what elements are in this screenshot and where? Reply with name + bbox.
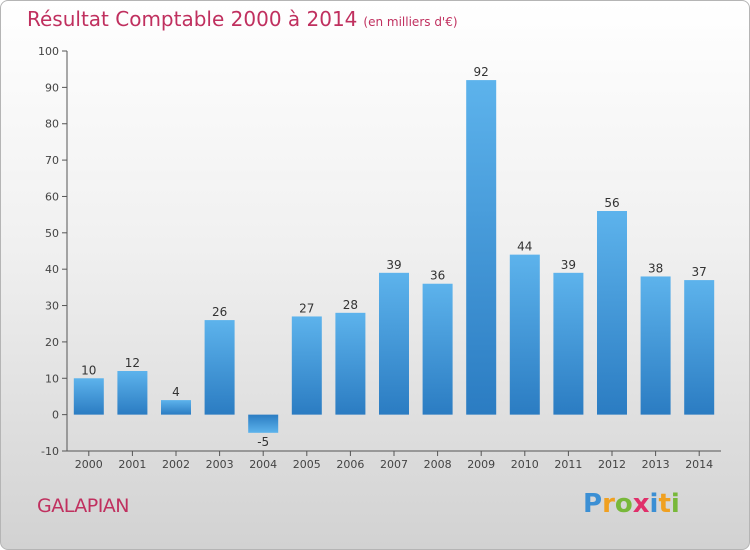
chart-subtitle: (en milliers d'€) (363, 15, 458, 29)
bar-2005 (291, 316, 322, 415)
logo-letter: t (658, 489, 671, 519)
x-tick-label: 2006 (336, 458, 364, 471)
bar-2008 (422, 283, 453, 415)
y-tick-label: 70 (45, 154, 59, 167)
x-tick-label: 2007 (380, 458, 408, 471)
bar-2000 (73, 378, 104, 415)
value-label-2013: 38 (648, 261, 663, 275)
x-tick-label: 2010 (511, 458, 539, 471)
value-label-2009: 92 (474, 65, 489, 79)
bar-2009 (466, 80, 497, 415)
x-tick-label: 2009 (467, 458, 495, 471)
x-tick-label: 2003 (206, 458, 234, 471)
logo-letter: o (614, 489, 633, 519)
value-labels: 10 12 4 26 -5 27 28 39 36 92 44 39 56 38 37 (81, 65, 707, 449)
x-tick-label: 2004 (249, 458, 277, 471)
logo-letter: x (632, 489, 650, 519)
y-tick-label: -10 (41, 445, 59, 458)
bar-2013 (640, 276, 671, 415)
bar-2010 (509, 254, 540, 415)
x-tick-label: 2012 (598, 458, 626, 471)
y-tick-label: 100 (38, 45, 59, 58)
x-tick-label: 2014 (685, 458, 713, 471)
y-tick-label: 10 (45, 372, 59, 385)
y-tick-label: 60 (45, 190, 59, 203)
y-tick-label: 30 (45, 300, 59, 313)
bar-2012 (597, 211, 627, 415)
bar-2011 (553, 272, 584, 415)
x-tick-label: 2001 (118, 458, 146, 471)
value-label-2002: 4 (172, 385, 180, 399)
proxiti-logo: Proxiti (583, 489, 680, 519)
value-label-2012: 56 (604, 196, 619, 210)
bar-2007 (379, 272, 409, 415)
x-tick-label: 2013 (642, 458, 670, 471)
logo-letter: i (649, 489, 659, 519)
chart-title: Résultat Comptable 2000 à 2014 (en millie… (27, 7, 458, 31)
bar-2004 (248, 414, 279, 433)
x-tick-label: 2002 (162, 458, 190, 471)
x-tick-label: 2005 (293, 458, 321, 471)
y-tick-label: 0 (52, 409, 59, 422)
value-label-2006: 28 (343, 298, 358, 312)
y-tick-label: 50 (45, 227, 59, 240)
value-label-2000: 10 (81, 363, 96, 377)
value-label-2007: 39 (386, 258, 401, 272)
value-label-2004: -5 (257, 435, 269, 449)
value-label-2005: 27 (299, 301, 314, 315)
y-tick-label: 40 (45, 263, 59, 276)
y-tick-label: 80 (45, 118, 59, 131)
axes: -10 0 10 20 30 40 50 60 70 80 90 100 2000 2001 2002 200… (38, 45, 721, 471)
logo-letter: r (602, 489, 615, 519)
bar-2002 (161, 400, 191, 415)
bar-2001 (117, 371, 148, 415)
logo-letter: i (670, 489, 680, 519)
bar-2014 (684, 280, 715, 415)
value-label-2010: 44 (517, 240, 532, 254)
y-tick-label: 20 (45, 336, 59, 349)
value-label-2003: 26 (212, 305, 227, 319)
x-tick-label: 2008 (424, 458, 452, 471)
chart-title-text: Résultat Comptable 2000 à 2014 (27, 7, 358, 31)
location-name: GALAPIAN (37, 495, 130, 517)
bar-2006 (335, 312, 366, 415)
y-tick-label: 90 (45, 81, 59, 94)
bar-2003 (204, 320, 235, 415)
logo-letter: P (583, 489, 603, 519)
value-label-2011: 39 (561, 258, 576, 272)
value-label-2001: 12 (125, 356, 140, 370)
x-tick-label: 2011 (554, 458, 582, 471)
value-label-2014: 37 (692, 265, 707, 279)
value-label-2008: 36 (430, 269, 445, 283)
bars (73, 80, 715, 433)
x-tick-label: 2000 (75, 458, 103, 471)
